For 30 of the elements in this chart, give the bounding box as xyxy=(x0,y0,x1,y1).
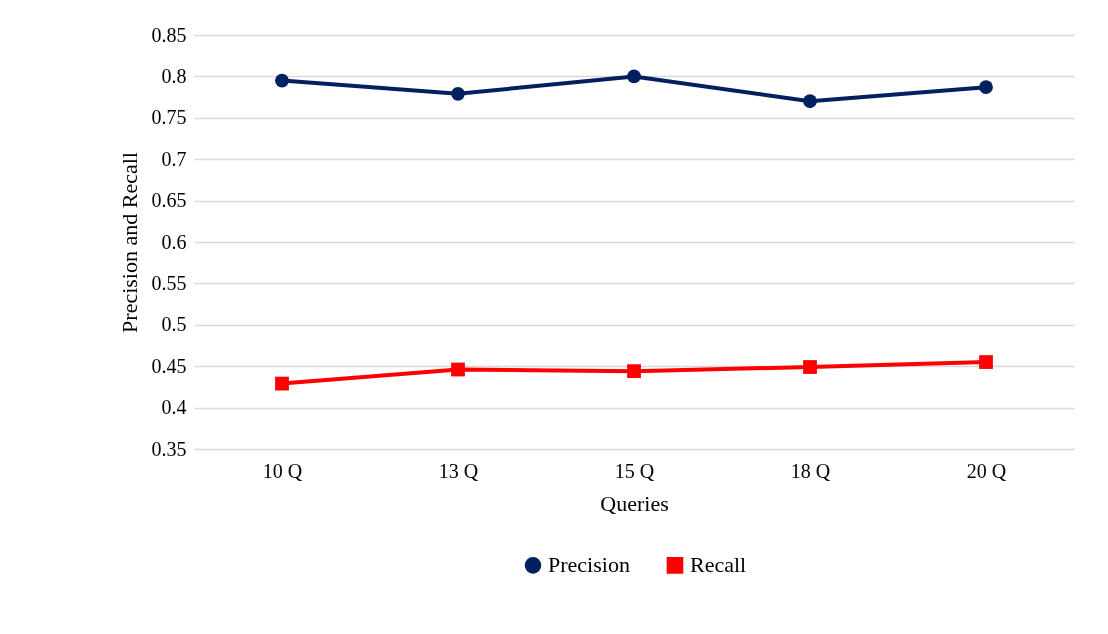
y-tick-label: 0.75 xyxy=(151,106,187,129)
point xyxy=(451,86,465,101)
y-tick-label: 0.85 xyxy=(151,23,187,46)
y-tick-label: 0.65 xyxy=(151,189,187,212)
y-tick-label: 0.8 xyxy=(161,64,187,87)
point xyxy=(627,364,641,379)
y-tick-label: 0.55 xyxy=(151,271,187,294)
point xyxy=(803,94,817,109)
point xyxy=(979,355,993,369)
point xyxy=(803,360,817,374)
point xyxy=(275,376,289,391)
point xyxy=(275,73,289,88)
y-tick-label: 0.5 xyxy=(161,313,187,336)
point xyxy=(979,80,993,95)
x-tick-label: 18 Q xyxy=(790,459,831,482)
legend-label: Recall xyxy=(690,552,747,578)
y-tick-label: 0.6 xyxy=(161,230,187,253)
y-tick-label: 0.7 xyxy=(161,147,187,170)
y-axis-title: Precision and Recall xyxy=(116,152,142,333)
point xyxy=(451,362,465,377)
x-axis-title: Queries xyxy=(600,490,669,516)
y-tick-label: 0.35 xyxy=(151,437,187,460)
x-tick-label: 10 Q xyxy=(262,459,303,482)
x-tick-label: 20 Q xyxy=(966,459,1007,482)
y-tick-label: 0.4 xyxy=(161,396,187,419)
x-tick-label: 15 Q xyxy=(614,459,655,482)
legend-label: Precision xyxy=(548,552,630,578)
point xyxy=(627,69,641,84)
y-tick-label: 0.45 xyxy=(151,354,187,377)
x-tick-label: 13 Q xyxy=(438,459,479,482)
